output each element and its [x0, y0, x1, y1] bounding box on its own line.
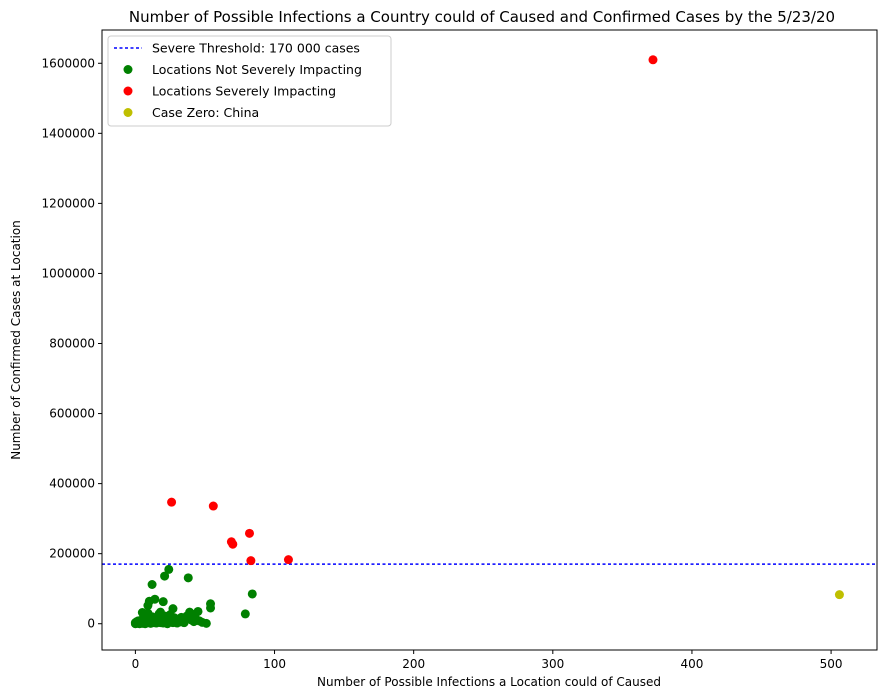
- y-tick-label: 1600000: [42, 56, 95, 70]
- y-tick-label: 1400000: [42, 126, 95, 140]
- data-point: [183, 573, 193, 583]
- legend-label: Case Zero: China: [152, 105, 259, 120]
- x-tick-label: 300: [541, 657, 564, 671]
- data-point: [167, 497, 177, 507]
- data-point: [206, 599, 216, 609]
- y-tick-label: 0: [87, 617, 95, 631]
- legend-marker-swatch: [123, 86, 133, 96]
- x-tick-label: 0: [132, 657, 140, 671]
- legend-label: Locations Not Severely Impacting: [152, 62, 362, 77]
- y-axis-label: Number of Confirmed Cases at Location: [9, 220, 23, 460]
- data-point: [834, 590, 844, 600]
- y-tick-label: 600000: [49, 407, 95, 421]
- y-tick-label: 1200000: [42, 196, 95, 210]
- y-tick-label: 400000: [49, 477, 95, 491]
- x-tick-label: 200: [402, 657, 425, 671]
- series-1: [167, 55, 658, 566]
- data-point: [150, 594, 160, 604]
- data-point: [201, 618, 211, 628]
- legend-marker-swatch: [123, 108, 133, 117]
- data-point: [648, 55, 658, 65]
- data-point: [160, 571, 170, 581]
- plot-frame: [101, 29, 878, 651]
- data-point: [244, 528, 254, 538]
- y-tick-label: 1000000: [42, 266, 95, 280]
- data-point: [240, 609, 250, 619]
- data-point: [168, 604, 178, 614]
- data-point: [228, 539, 238, 549]
- x-tick-label: 500: [820, 657, 843, 671]
- data-point: [147, 579, 157, 589]
- data-point: [193, 606, 203, 616]
- series-0: [130, 564, 257, 629]
- y-tick-label: 200000: [49, 547, 95, 561]
- x-tick-label: 400: [680, 657, 703, 671]
- x-tick-label: 100: [263, 657, 286, 671]
- data-point: [164, 564, 174, 574]
- legend-label: Severe Threshold: 170 000 cases: [152, 41, 360, 56]
- data-point: [158, 597, 168, 607]
- data-point: [208, 501, 218, 511]
- x-axis-label: Number of Possible Infections a Location…: [317, 675, 661, 689]
- chart-title: Number of Possible Infections a Country …: [129, 8, 835, 26]
- data-point: [247, 589, 257, 599]
- data-point: [246, 556, 256, 566]
- legend-label: Locations Severely Impacting: [152, 84, 336, 99]
- legend-marker-swatch: [123, 65, 133, 74]
- y-tick-label: 800000: [49, 337, 95, 351]
- data-point: [283, 555, 293, 565]
- legend-box: [107, 35, 392, 127]
- legend: Severe Threshold: 170 000 cases Locations…: [107, 35, 392, 127]
- series-2: [834, 590, 844, 600]
